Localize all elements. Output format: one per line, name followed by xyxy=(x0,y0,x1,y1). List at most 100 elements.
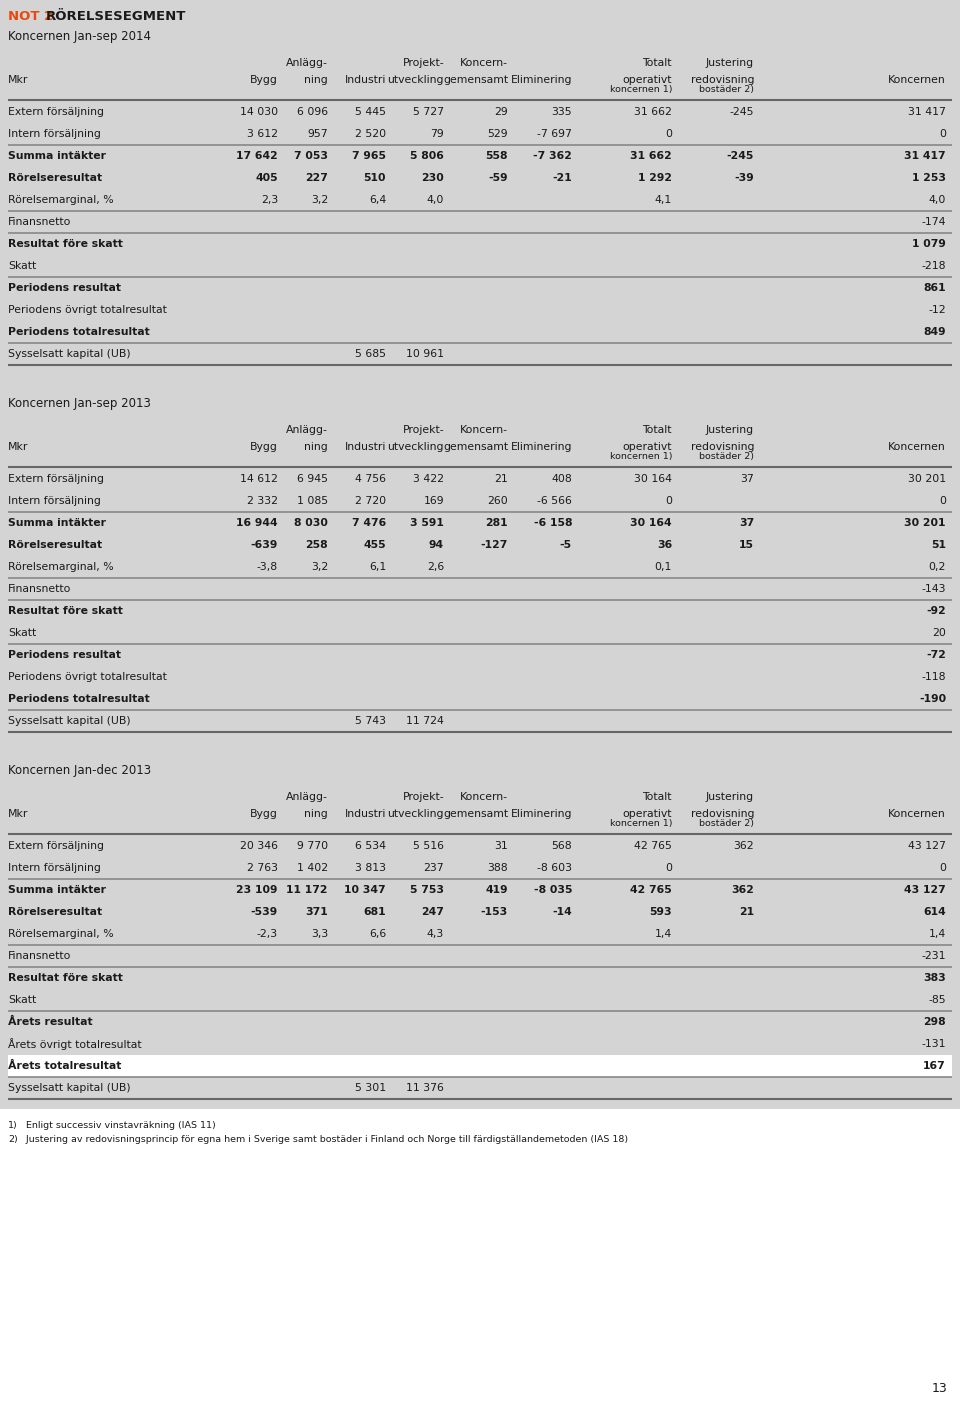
Text: 0: 0 xyxy=(665,497,672,507)
Text: Periodens övrigt totalresultat: Periodens övrigt totalresultat xyxy=(8,305,167,315)
Text: bostäder 2): bostäder 2) xyxy=(699,452,754,461)
Text: 9 770: 9 770 xyxy=(297,841,328,851)
Text: 20 346: 20 346 xyxy=(240,841,278,851)
Text: utveckling: utveckling xyxy=(388,75,444,84)
Text: 37: 37 xyxy=(739,518,754,528)
Text: 2,3: 2,3 xyxy=(261,196,278,205)
Text: 14 030: 14 030 xyxy=(240,107,278,117)
Text: Sysselsatt kapital (UB): Sysselsatt kapital (UB) xyxy=(8,349,131,359)
Text: Finansnetto: Finansnetto xyxy=(8,584,71,594)
Text: Industri: Industri xyxy=(345,442,386,452)
Text: gemensamt: gemensamt xyxy=(443,442,508,452)
Text: 7 053: 7 053 xyxy=(294,151,328,160)
Bar xyxy=(8,923,952,946)
Text: -6 158: -6 158 xyxy=(534,518,572,528)
Text: 371: 371 xyxy=(305,908,328,917)
Text: Finansnetto: Finansnetto xyxy=(8,217,71,227)
Text: 29: 29 xyxy=(494,107,508,117)
Text: -218: -218 xyxy=(922,262,946,272)
Text: ning: ning xyxy=(304,442,328,452)
Text: 849: 849 xyxy=(924,326,946,338)
Text: 30 164: 30 164 xyxy=(634,474,672,484)
Text: 1,4: 1,4 xyxy=(655,929,672,938)
Text: 681: 681 xyxy=(364,908,386,917)
Bar xyxy=(8,622,952,644)
Text: 6,1: 6,1 xyxy=(369,561,386,573)
Text: -539: -539 xyxy=(251,908,278,917)
Text: 383: 383 xyxy=(924,974,946,983)
Text: Totalt: Totalt xyxy=(642,58,672,68)
Text: 227: 227 xyxy=(305,173,328,183)
Text: Årets resultat: Årets resultat xyxy=(8,1017,92,1027)
Bar xyxy=(8,277,952,300)
Bar xyxy=(8,857,952,879)
Text: 15: 15 xyxy=(739,540,754,550)
Text: 8 030: 8 030 xyxy=(294,518,328,528)
Text: Finansnetto: Finansnetto xyxy=(8,951,71,961)
Text: koncernen 1): koncernen 1) xyxy=(610,84,672,94)
Text: -21: -21 xyxy=(552,173,572,183)
Text: utveckling: utveckling xyxy=(388,809,444,819)
Text: Totalt: Totalt xyxy=(642,425,672,435)
Bar xyxy=(8,255,952,277)
Text: 247: 247 xyxy=(421,908,444,917)
Text: -2,3: -2,3 xyxy=(257,929,278,938)
Text: -8 603: -8 603 xyxy=(537,862,572,872)
Text: -153: -153 xyxy=(481,908,508,917)
Text: 31 662: 31 662 xyxy=(635,107,672,117)
Text: operativt: operativt xyxy=(622,75,672,84)
Text: 167: 167 xyxy=(924,1061,946,1071)
Text: 593: 593 xyxy=(649,908,672,917)
Text: 21: 21 xyxy=(494,474,508,484)
Text: ning: ning xyxy=(304,75,328,84)
Text: 7 476: 7 476 xyxy=(351,518,386,528)
Text: -127: -127 xyxy=(481,540,508,550)
Bar xyxy=(8,1076,952,1099)
Text: 6 945: 6 945 xyxy=(297,474,328,484)
Text: 1 402: 1 402 xyxy=(297,862,328,872)
Text: Periodens övrigt totalresultat: Periodens övrigt totalresultat xyxy=(8,673,167,682)
Text: NOT 2: NOT 2 xyxy=(8,10,53,23)
Text: 13: 13 xyxy=(931,1382,947,1394)
Text: Mkr: Mkr xyxy=(8,442,29,452)
Text: 2): 2) xyxy=(8,1135,17,1144)
Bar xyxy=(8,599,952,622)
Text: utveckling: utveckling xyxy=(388,442,444,452)
Text: Justering: Justering xyxy=(706,792,754,802)
Text: 11 376: 11 376 xyxy=(406,1083,444,1093)
Bar xyxy=(8,644,952,666)
Text: ning: ning xyxy=(304,809,328,819)
Text: Intern försäljning: Intern försäljning xyxy=(8,129,101,139)
Text: 1): 1) xyxy=(8,1121,17,1130)
Text: 0: 0 xyxy=(939,129,946,139)
Text: 861: 861 xyxy=(924,283,946,293)
Text: 31 417: 31 417 xyxy=(908,107,946,117)
Text: 529: 529 xyxy=(488,129,508,139)
Bar xyxy=(8,1055,952,1076)
Text: 3 612: 3 612 xyxy=(247,129,278,139)
Text: Resultat före skatt: Resultat före skatt xyxy=(8,239,123,249)
Text: 0: 0 xyxy=(665,129,672,139)
Text: Rörelsemarginal, %: Rörelsemarginal, % xyxy=(8,929,113,938)
Text: 258: 258 xyxy=(305,540,328,550)
Text: 169: 169 xyxy=(423,497,444,507)
Text: -3,8: -3,8 xyxy=(257,561,278,573)
Text: Rörelseresultat: Rörelseresultat xyxy=(8,173,102,183)
Text: Årets totalresultat: Årets totalresultat xyxy=(8,1061,121,1071)
Text: Extern försäljning: Extern försäljning xyxy=(8,107,104,117)
Text: 11 724: 11 724 xyxy=(406,716,444,726)
Text: 2 520: 2 520 xyxy=(355,129,386,139)
Text: 3 422: 3 422 xyxy=(413,474,444,484)
Text: 0,2: 0,2 xyxy=(928,561,946,573)
Text: 335: 335 xyxy=(551,107,572,117)
Text: 11 172: 11 172 xyxy=(286,885,328,895)
Text: Periodens totalresultat: Periodens totalresultat xyxy=(8,694,150,704)
Text: Summa intäkter: Summa intäkter xyxy=(8,518,106,528)
Text: Resultat före skatt: Resultat före skatt xyxy=(8,974,123,983)
Text: Bygg: Bygg xyxy=(251,75,278,84)
Text: Periodens resultat: Periodens resultat xyxy=(8,283,121,293)
Text: 362: 362 xyxy=(732,885,754,895)
Text: Anlägg-: Anlägg- xyxy=(286,792,328,802)
Text: Projekt-: Projekt- xyxy=(402,58,444,68)
Text: 4,0: 4,0 xyxy=(928,196,946,205)
